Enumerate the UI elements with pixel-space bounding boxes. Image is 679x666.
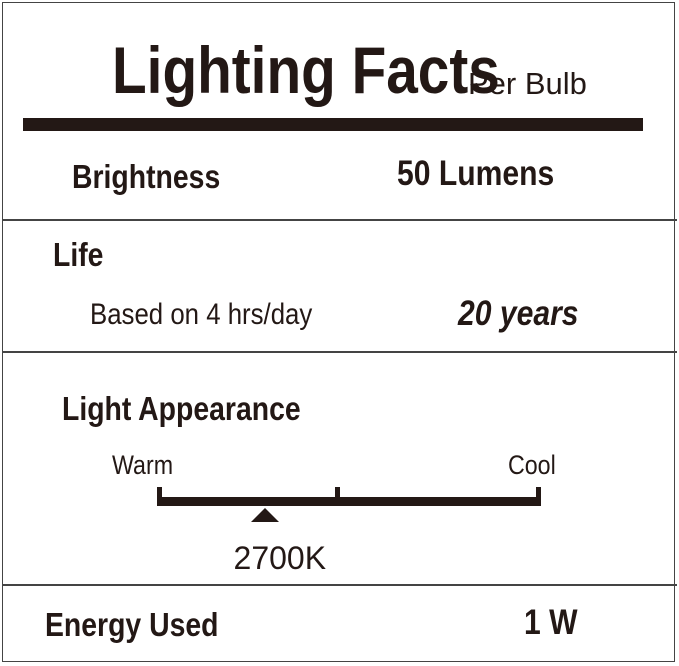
label-title: Lighting Facts [112,33,500,107]
energy-value: 1 W [524,603,578,642]
energy-label: Energy Used [45,606,219,643]
scale-tick-middle [335,487,340,499]
life-label: Life [53,236,104,273]
scale-tick-warm [157,487,162,506]
cool-label: Cool [508,450,556,480]
brightness-value: 50 Lumens [397,154,555,193]
appearance-label: Light Appearance [62,390,301,427]
triangle-marker-icon [250,508,279,522]
scale-tick-cool [536,487,541,506]
life-value: 20 years [458,294,579,333]
warm-label: Warm [112,450,174,480]
title-rule [23,118,643,131]
scale-bar [157,497,541,506]
divider [2,219,677,221]
color-temperature-value: 2700K [233,540,327,576]
life-basis: Based on 4 hrs/day [90,298,313,331]
divider [2,584,677,586]
divider [2,351,677,353]
per-bulb-text: Per Bulb [468,66,587,101]
brightness-label: Brightness [72,158,221,195]
